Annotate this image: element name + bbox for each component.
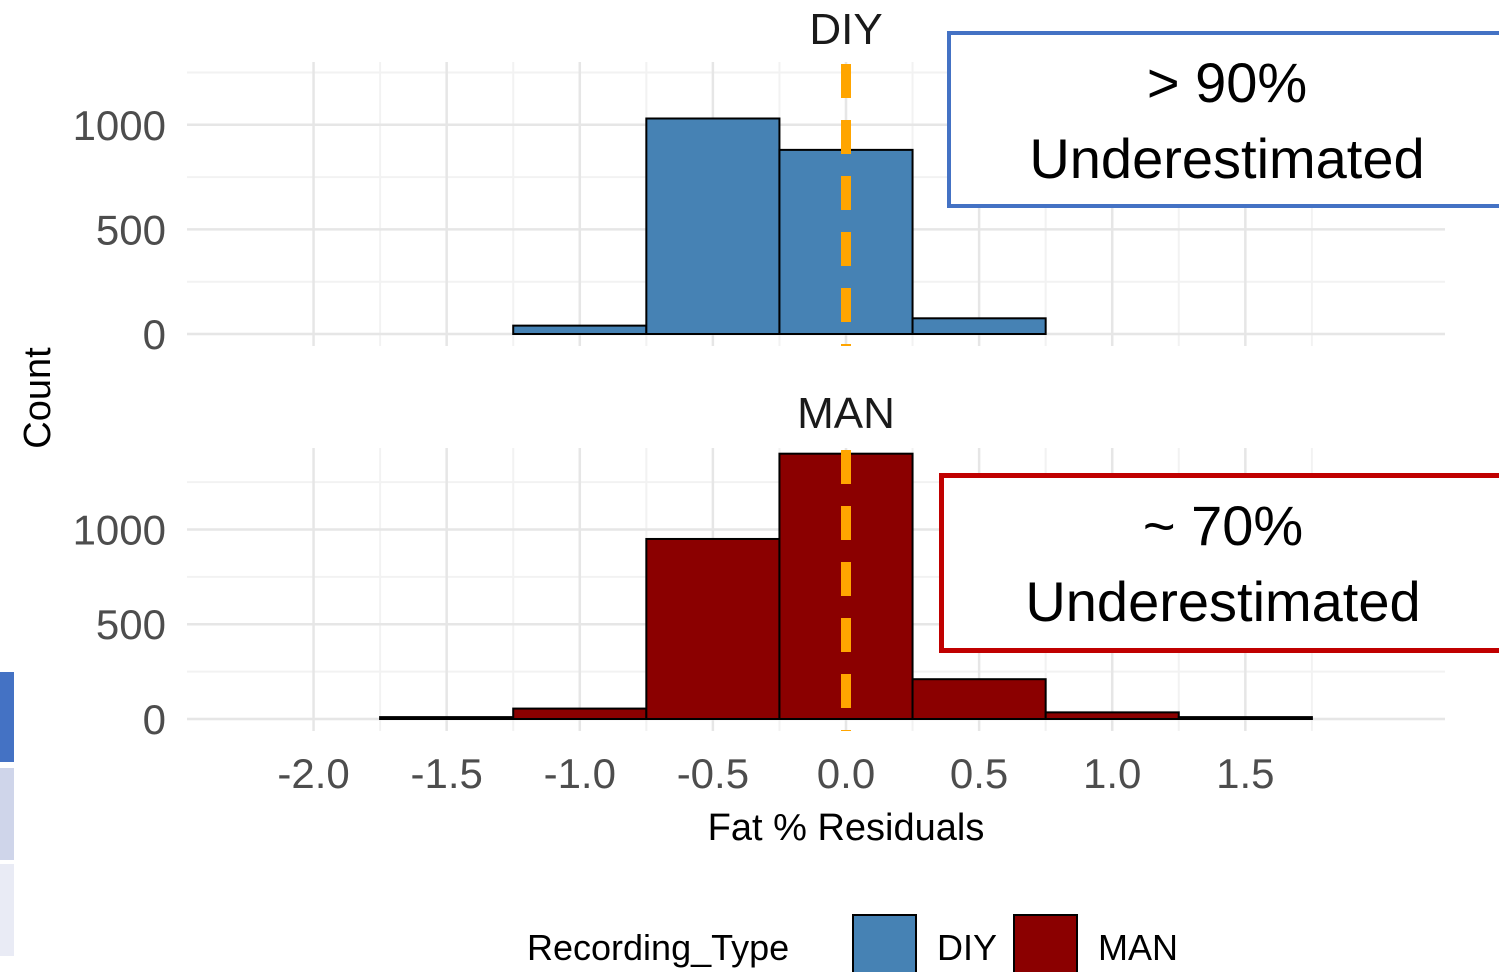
side-strip-mid — [0, 768, 14, 860]
x-tick-label: -1.0 — [544, 750, 616, 797]
histogram-bar-man — [1177, 716, 1313, 721]
panel-man: MAN 0 500 1000 — [73, 389, 1445, 743]
side-strip-light — [0, 864, 14, 956]
facet-title-man: MAN — [797, 389, 895, 438]
histogram-bar-diy — [645, 117, 781, 335]
x-tick-label: -1.5 — [410, 750, 482, 797]
callout-diy-percent: > 90% — [1146, 51, 1308, 114]
histogram-bar-diy — [911, 317, 1047, 335]
x-tick-label: -2.0 — [277, 750, 349, 797]
x-axis-title: Fat % Residuals — [708, 807, 985, 849]
histogram-bar-man — [645, 537, 781, 720]
x-tick-label: 1.0 — [1083, 750, 1141, 797]
y-tick-label-diy: 0 — [143, 311, 166, 358]
callout-diy-label: Underestimated — [1029, 127, 1425, 190]
legend-label-man: MAN — [1098, 927, 1178, 968]
histogram-bar-man — [911, 678, 1047, 721]
x-tick-label: -0.5 — [677, 750, 749, 797]
y-tick-label-man: 500 — [96, 601, 166, 648]
legend-key-man — [1013, 914, 1078, 972]
callout-diy-underestimated: > 90% Underestimated — [947, 31, 1499, 208]
histogram-bar-diy — [512, 324, 648, 335]
callout-man-underestimated: ~ 70% Underestimated — [939, 473, 1499, 653]
legend: Recording_Type DIY MAN — [527, 914, 1178, 972]
x-tick-label: 0.5 — [950, 750, 1008, 797]
callout-man-label: Underestimated — [1025, 570, 1421, 633]
facet-title-diy: DIY — [809, 5, 882, 54]
y-tick-label-diy: 1000 — [73, 102, 166, 149]
x-tick-label: 0.0 — [817, 750, 875, 797]
y-tick-label-diy: 500 — [96, 206, 166, 253]
x-axis: -2.0 -1.5 -1.0 -0.5 0.0 0.5 1.0 1.5 — [277, 750, 1274, 797]
y-tick-label-man: 1000 — [73, 506, 166, 553]
x-tick-label: 1.5 — [1216, 750, 1274, 797]
y-tick-label-man: 0 — [143, 696, 166, 743]
y-axis-title: Count — [17, 347, 59, 449]
side-strip-dark — [0, 672, 14, 762]
legend-key-diy — [852, 914, 917, 972]
histogram-bar-man — [1044, 711, 1180, 720]
legend-title: Recording_Type — [527, 927, 789, 968]
callout-man-percent: ~ 70% — [1142, 494, 1304, 557]
histogram-bar-man — [379, 716, 515, 721]
legend-label-diy: DIY — [937, 927, 997, 968]
histogram-bar-man — [512, 707, 648, 720]
